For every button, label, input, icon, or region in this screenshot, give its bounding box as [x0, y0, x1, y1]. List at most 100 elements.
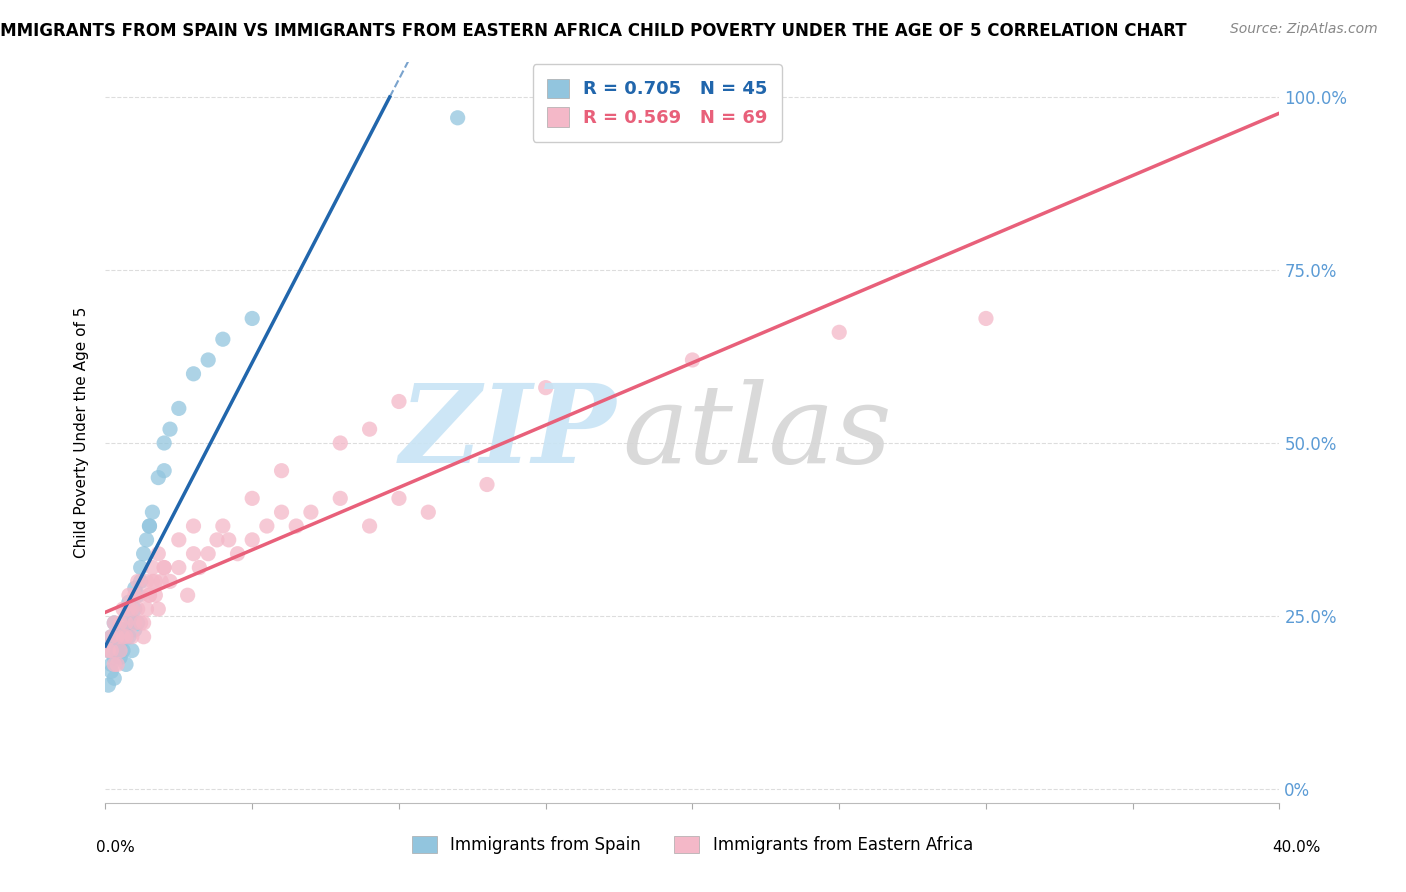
Point — [132, 547, 155, 561]
Point — [108, 643, 131, 657]
Point — [682, 353, 704, 368]
Point — [103, 615, 125, 630]
Point — [159, 574, 181, 589]
Point — [115, 630, 138, 644]
Point — [118, 609, 141, 624]
Point — [183, 547, 205, 561]
Point — [135, 602, 157, 616]
Point — [127, 615, 149, 630]
Point — [118, 602, 141, 616]
Point — [183, 367, 205, 381]
Point — [112, 643, 135, 657]
Point — [329, 436, 352, 450]
Y-axis label: Child Poverty Under the Age of 5: Child Poverty Under the Age of 5 — [75, 307, 90, 558]
Text: Source: ZipAtlas.com: Source: ZipAtlas.com — [1230, 22, 1378, 37]
Point — [112, 630, 135, 644]
Point — [138, 588, 160, 602]
Point — [105, 630, 128, 644]
Point — [129, 574, 152, 589]
Point — [118, 595, 141, 609]
Point — [828, 326, 851, 340]
Point — [105, 630, 128, 644]
Point — [127, 574, 149, 589]
Point — [148, 470, 170, 484]
Point — [103, 615, 125, 630]
Point — [167, 401, 190, 416]
Point — [112, 602, 135, 616]
Point — [141, 574, 163, 589]
Point — [124, 582, 146, 596]
Point — [148, 602, 170, 616]
Point — [143, 588, 166, 602]
Point — [118, 630, 141, 644]
Text: atlas: atlas — [621, 379, 891, 486]
Point — [108, 637, 131, 651]
Point — [135, 574, 157, 589]
Point — [447, 111, 470, 125]
Point — [153, 560, 176, 574]
Point — [100, 665, 122, 679]
Point — [270, 464, 292, 478]
Point — [285, 519, 308, 533]
Point — [197, 547, 219, 561]
Point — [112, 623, 135, 637]
Point — [475, 477, 498, 491]
Point — [141, 505, 163, 519]
Point — [211, 519, 233, 533]
Point — [167, 533, 190, 547]
Point — [153, 436, 176, 450]
Point — [105, 657, 128, 672]
Point — [148, 547, 170, 561]
Point — [97, 643, 120, 657]
Point — [115, 657, 138, 672]
Point — [103, 650, 125, 665]
Point — [124, 615, 146, 630]
Point — [121, 615, 143, 630]
Point — [100, 643, 122, 657]
Point — [388, 394, 411, 409]
Point — [141, 560, 163, 574]
Point — [121, 630, 143, 644]
Point — [218, 533, 240, 547]
Point — [153, 560, 176, 574]
Point — [388, 491, 411, 506]
Legend: R = 0.705   N = 45, R = 0.569   N = 69: R = 0.705 N = 45, R = 0.569 N = 69 — [533, 64, 782, 142]
Point — [159, 422, 181, 436]
Point — [129, 588, 152, 602]
Point — [211, 332, 233, 346]
Point — [100, 630, 122, 644]
Point — [129, 560, 152, 574]
Point — [115, 630, 138, 644]
Point — [138, 519, 160, 533]
Point — [105, 637, 128, 651]
Point — [115, 615, 138, 630]
Point — [197, 353, 219, 368]
Point — [118, 588, 141, 602]
Text: 0.0%: 0.0% — [96, 840, 135, 855]
Point — [127, 588, 149, 602]
Point — [129, 615, 152, 630]
Point — [359, 519, 381, 533]
Point — [150, 574, 173, 589]
Point — [143, 574, 166, 589]
Point — [256, 519, 278, 533]
Point — [127, 602, 149, 616]
Point — [97, 643, 120, 657]
Point — [105, 643, 128, 657]
Point — [359, 422, 381, 436]
Point — [138, 588, 160, 602]
Point — [974, 311, 997, 326]
Point — [124, 623, 146, 637]
Point — [132, 615, 155, 630]
Point — [138, 519, 160, 533]
Point — [100, 657, 122, 672]
Point — [124, 602, 146, 616]
Point — [205, 533, 228, 547]
Point — [132, 630, 155, 644]
Point — [97, 678, 120, 692]
Point — [108, 650, 131, 665]
Point — [240, 491, 263, 506]
Point — [103, 657, 125, 672]
Point — [329, 491, 352, 506]
Point — [135, 533, 157, 547]
